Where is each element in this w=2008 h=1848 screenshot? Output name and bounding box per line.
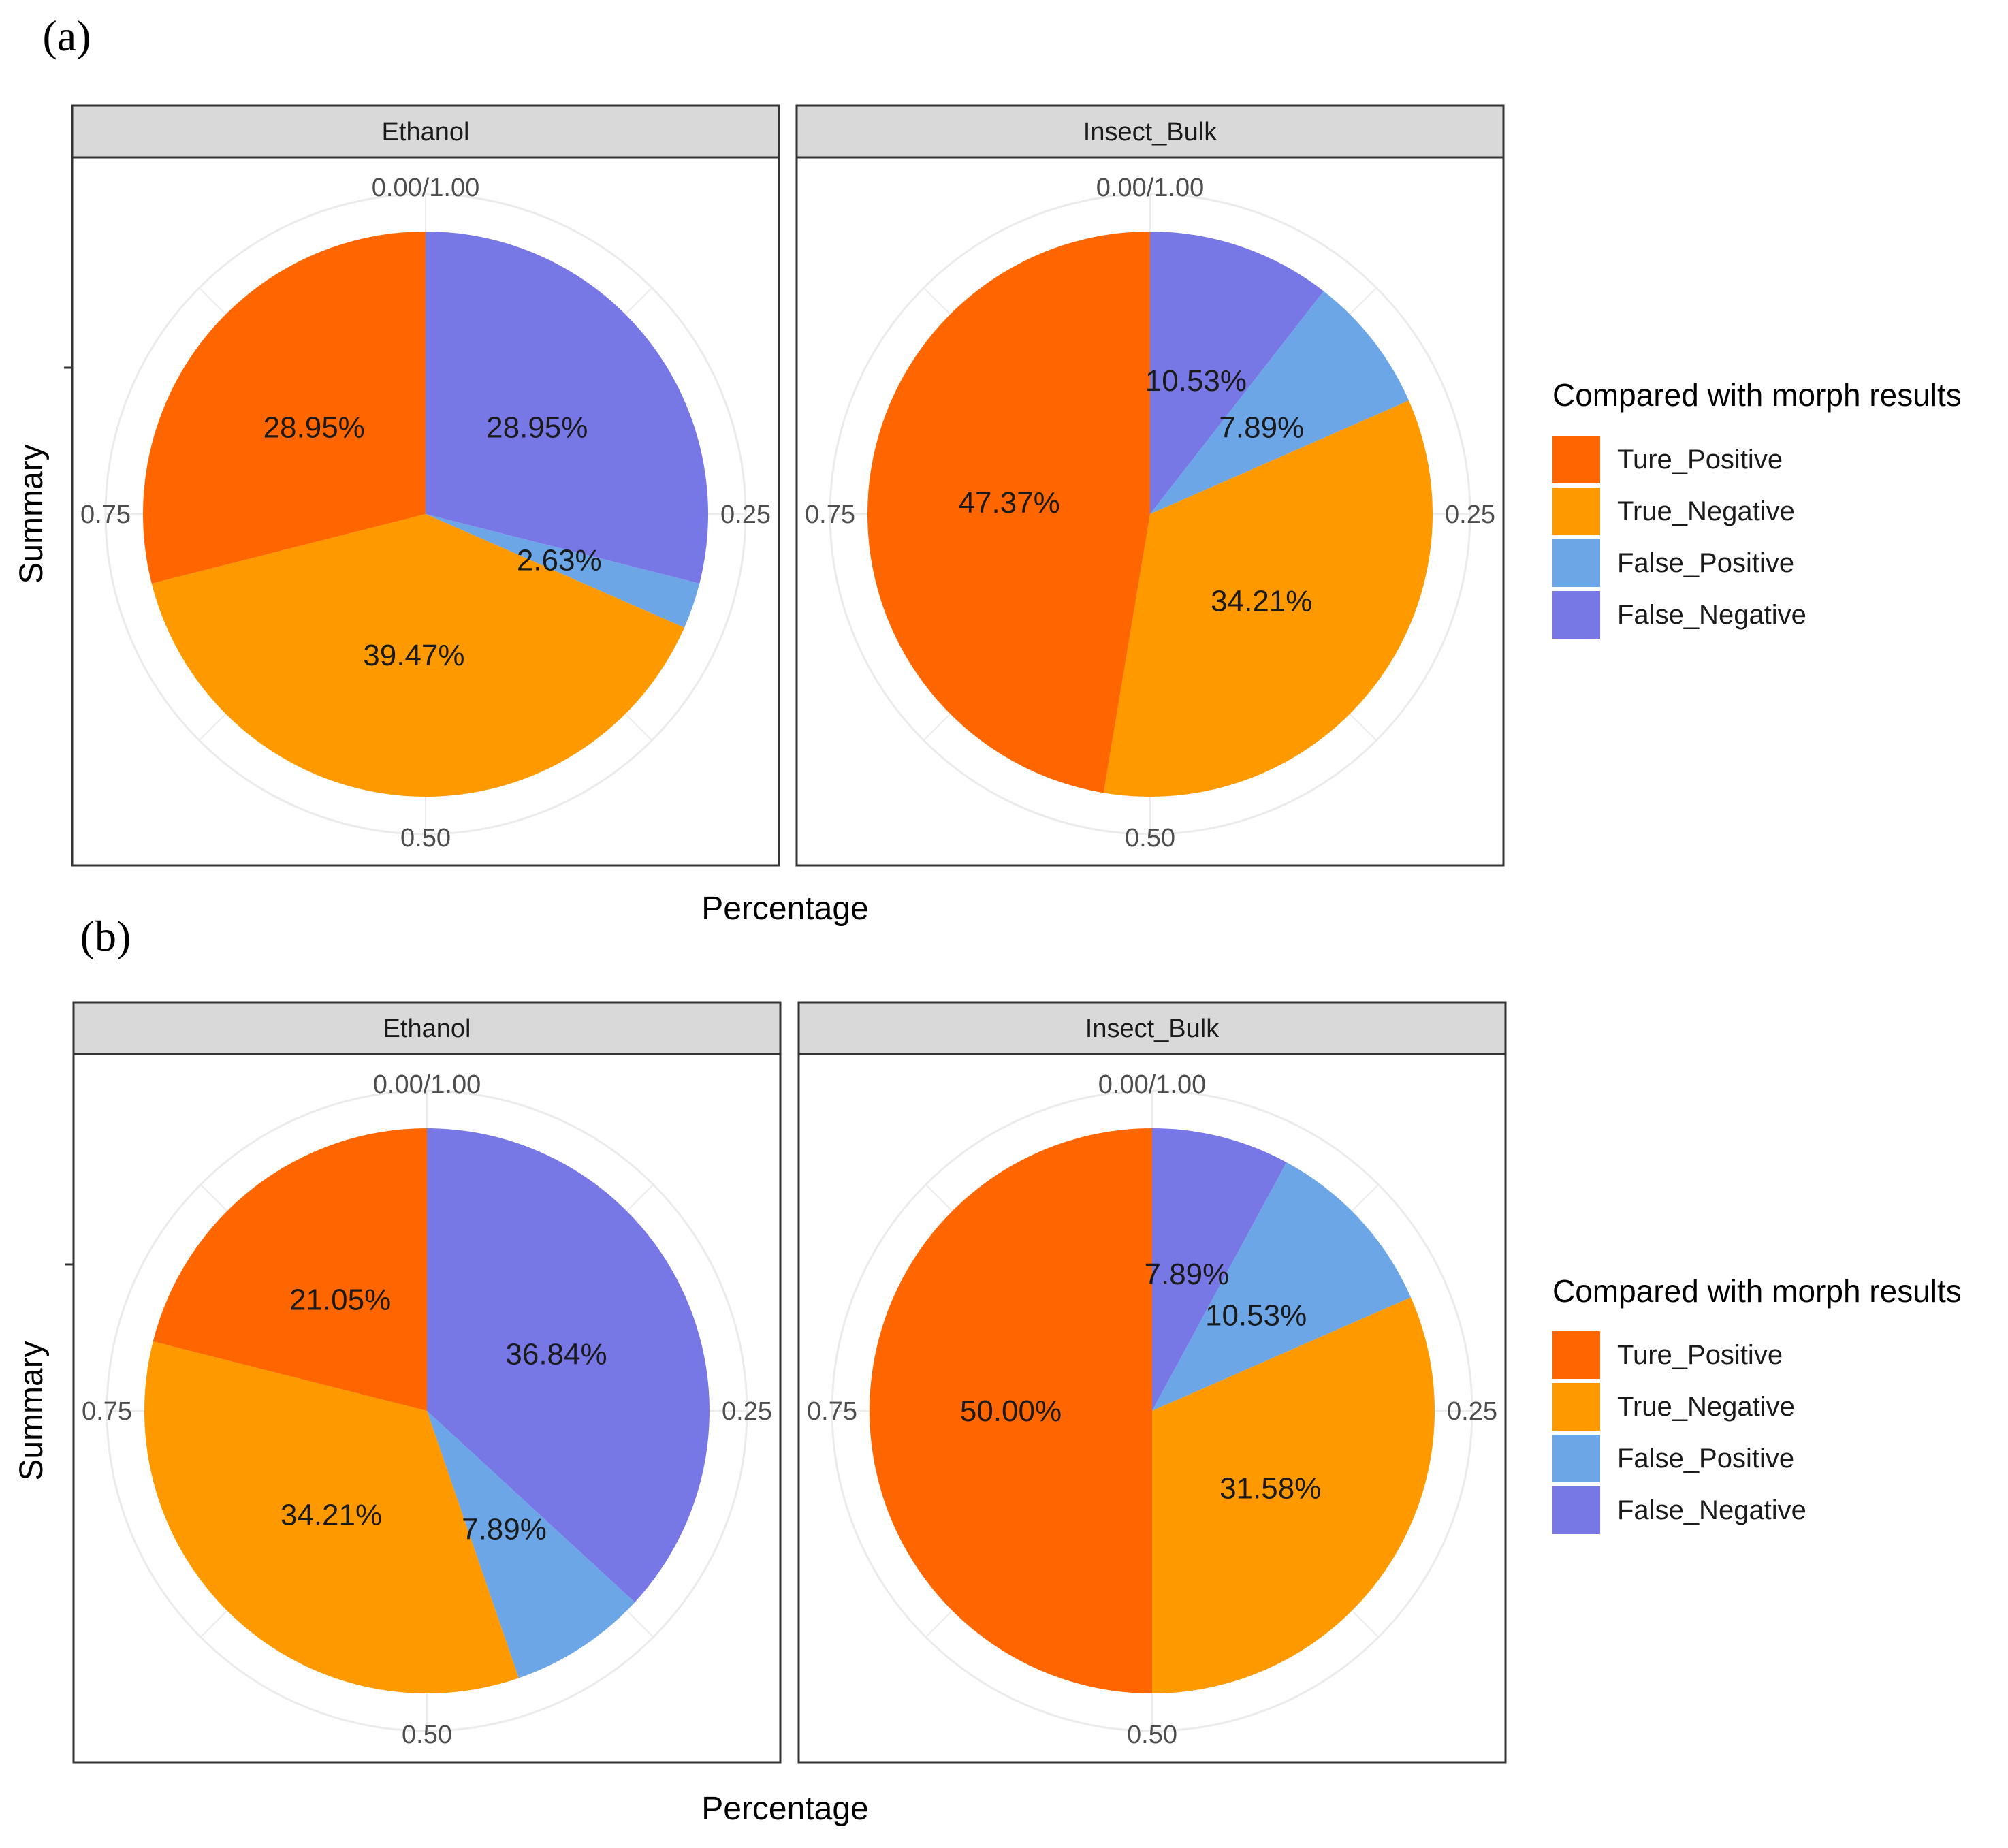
- slice-data-label: 7.89%: [462, 1513, 547, 1546]
- legend-key-true-negative: [1552, 1383, 1600, 1431]
- angle-tick-bottom: 0.50: [402, 1721, 452, 1749]
- legend-title: Compared with morph results: [1552, 377, 1962, 413]
- pie-slice-false-negative: [1152, 1128, 1287, 1411]
- legend-label: False_Negative: [1617, 1495, 1806, 1525]
- slice-data-label: 36.84%: [505, 1338, 607, 1371]
- angle-tick-top: 0.00/1.00: [372, 174, 479, 202]
- pie-slice-false-positive: [1152, 1162, 1412, 1411]
- figure-tag: (a): [42, 12, 91, 60]
- legend-key-ture-positive: [1552, 436, 1600, 483]
- y-axis-title: Summary: [14, 1341, 50, 1480]
- pie-slice-true-negative: [151, 514, 685, 797]
- slice-data-label: 7.89%: [1145, 1258, 1230, 1291]
- angle-tick-left: 0.75: [82, 1397, 132, 1426]
- angle-tick-bottom: 0.50: [400, 824, 451, 853]
- slice-data-label: 10.53%: [1205, 1299, 1307, 1332]
- legend-key-true-negative: [1552, 488, 1600, 535]
- slice-data-label: 10.53%: [1145, 364, 1247, 398]
- pie-slice-false-negative: [426, 232, 708, 584]
- facet-strip: [797, 1001, 1507, 1055]
- figure-block-b: (b) Summary Percentage Ethanol 36.84% 7.89% 34…: [14, 912, 1962, 1827]
- figure-block-a: (a) Summary Percentage Ethanol 28.95% 2.63% 39…: [14, 12, 1962, 927]
- facet-panel-insect-bulk: Insect_Bulk 7.89% 10.53% 31.58% 50.00% 0.00/1…: [797, 1001, 1507, 1764]
- pie-slice-false-negative: [1150, 232, 1324, 514]
- x-axis-title: Percentage: [701, 891, 869, 927]
- legend-label: False_Negative: [1617, 600, 1806, 630]
- slice-data-label: 28.95%: [264, 411, 365, 445]
- angle-tick-right: 0.25: [722, 1397, 772, 1426]
- angle-tick-top: 0.00/1.00: [1098, 1070, 1206, 1099]
- pie-slice-true-negative: [1103, 400, 1433, 797]
- pie-slice-true-negative: [144, 1341, 519, 1693]
- legend-key-false-negative: [1552, 1486, 1600, 1534]
- facet-strip: [795, 104, 1505, 159]
- legend-key-ture-positive: [1552, 1331, 1600, 1379]
- legend-label: Ture_Positive: [1617, 445, 1783, 475]
- facet-panel-ethanol: Ethanol 28.95% 2.63% 39.47% 28.95% 0.00/1.00 0…: [71, 104, 780, 867]
- facet-panel-ethanol: Ethanol 36.84% 7.89% 34.21% 21.05% 0.00/1.00 0…: [72, 1001, 782, 1764]
- pie-slice-ture-positive: [143, 231, 426, 584]
- facet-panel-insect-bulk: Insect_Bulk 10.53% 7.89% 34.21% 47.37% 0.00/1…: [795, 104, 1505, 867]
- legend-key-false-negative: [1552, 591, 1600, 639]
- facet-title: Insect_Bulk: [1083, 118, 1217, 146]
- pie-slice-false-positive: [426, 514, 700, 628]
- slice-data-label: 31.58%: [1220, 1472, 1321, 1506]
- pie-slice-ture-positive: [153, 1128, 427, 1411]
- legend: Compared with morph results Ture_Positive…: [1552, 377, 1962, 639]
- legend-label: True_Negative: [1617, 496, 1795, 526]
- slice-data-label: 28.95%: [486, 411, 588, 445]
- facet-strip: [71, 104, 780, 159]
- angle-tick-bottom: 0.50: [1127, 1721, 1177, 1749]
- angle-tick-bottom: 0.50: [1125, 824, 1175, 853]
- legend: Compared with morph results Ture_Positive…: [1552, 1273, 1962, 1534]
- angle-tick-left: 0.75: [805, 500, 855, 529]
- slice-data-label: 7.89%: [1219, 411, 1304, 445]
- angle-tick-left: 0.75: [80, 500, 131, 529]
- slice-data-label: 50.00%: [960, 1395, 1062, 1428]
- angle-tick-right: 0.25: [1447, 1397, 1497, 1426]
- angle-tick-right: 0.25: [1445, 500, 1495, 529]
- pie-slice-false-negative: [427, 1128, 710, 1603]
- facet-title: Ethanol: [383, 1015, 471, 1043]
- figure-tag: (b): [80, 912, 131, 960]
- legend-label: False_Positive: [1617, 1444, 1794, 1473]
- legend-label: True_Negative: [1617, 1392, 1795, 1422]
- y-axis-title: Summary: [14, 444, 50, 584]
- facet-strip: [72, 1001, 782, 1055]
- angle-tick-left: 0.75: [807, 1397, 857, 1426]
- slice-data-label: 47.37%: [959, 486, 1060, 520]
- slice-data-label: 2.63%: [517, 543, 602, 577]
- angle-tick-top: 0.00/1.00: [1096, 174, 1204, 202]
- legend-label: False_Positive: [1617, 548, 1794, 578]
- angle-tick-top: 0.00/1.00: [373, 1070, 481, 1099]
- facet-title: Insect_Bulk: [1085, 1015, 1220, 1043]
- pie-slice-ture-positive: [870, 1128, 1152, 1693]
- legend-title: Compared with morph results: [1552, 1273, 1962, 1309]
- slice-data-label: 34.21%: [281, 1499, 382, 1532]
- x-axis-title: Percentage: [701, 1791, 869, 1827]
- pie-slice-ture-positive: [867, 232, 1150, 793]
- slice-data-label: 21.05%: [289, 1283, 391, 1316]
- pie-slice-false-positive: [1150, 291, 1409, 514]
- slice-data-label: 34.21%: [1211, 584, 1312, 618]
- slice-data-label: 39.47%: [363, 639, 464, 672]
- facet-title: Ethanol: [382, 118, 470, 146]
- legend-key-false-positive: [1552, 1435, 1600, 1482]
- pie-slice-true-negative: [1152, 1297, 1435, 1693]
- legend-key-false-positive: [1552, 539, 1600, 587]
- legend-label: Ture_Positive: [1617, 1340, 1783, 1370]
- pie-slice-false-positive: [427, 1411, 635, 1678]
- angle-tick-right: 0.25: [720, 500, 771, 529]
